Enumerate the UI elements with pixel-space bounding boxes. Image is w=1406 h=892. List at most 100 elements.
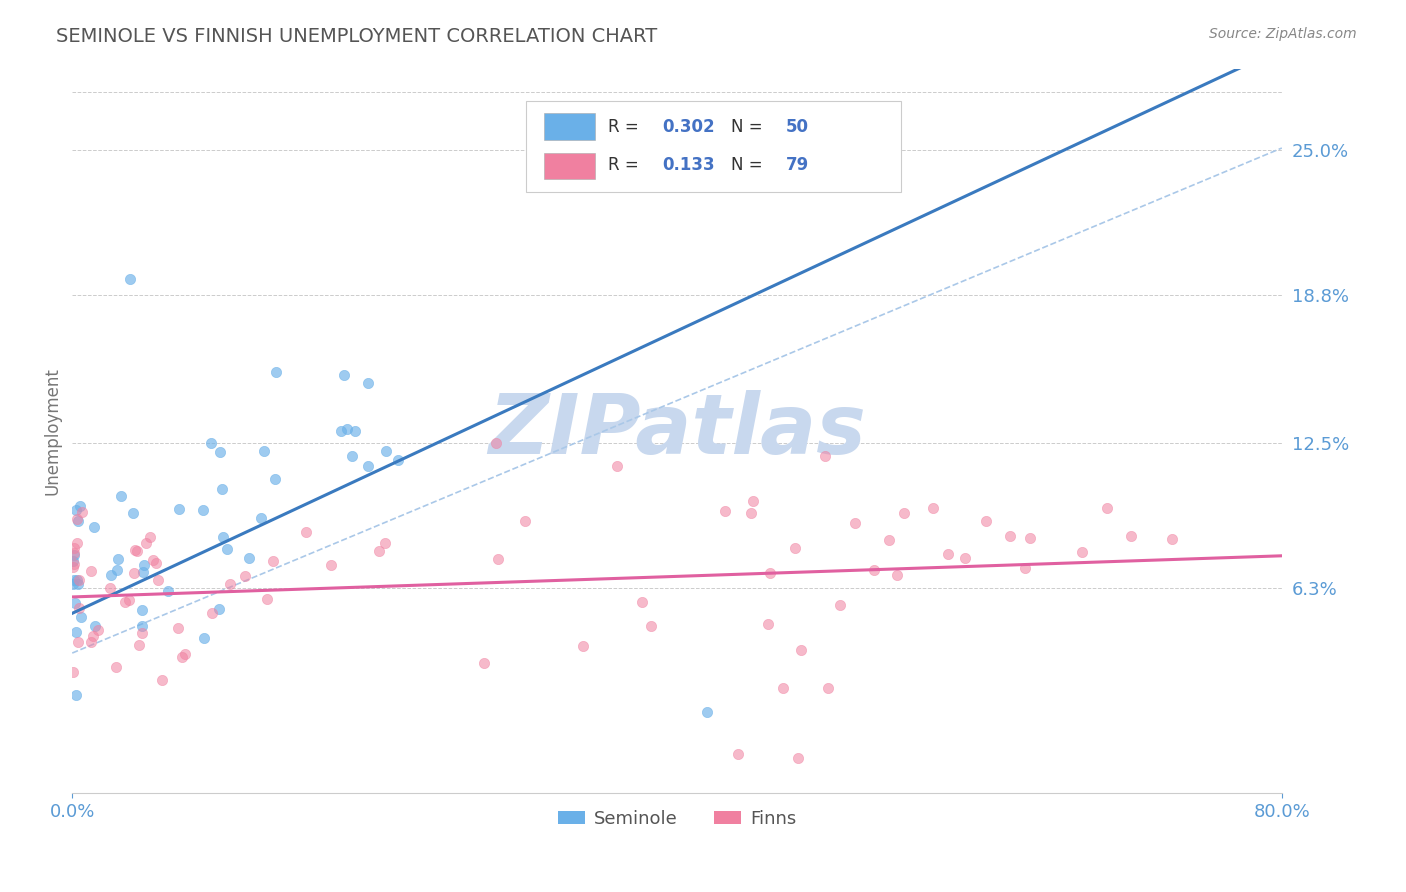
Point bbox=[67, 601, 90, 615]
Text: 0.302: 0.302 bbox=[662, 118, 716, 136]
Point bbox=[640, 619, 662, 633]
Point bbox=[131, 626, 153, 640]
Point bbox=[790, 643, 813, 657]
Point bbox=[62, 554, 84, 568]
Point bbox=[374, 536, 396, 550]
Point bbox=[727, 747, 749, 761]
Point bbox=[146, 573, 169, 587]
FancyBboxPatch shape bbox=[544, 153, 595, 178]
Point bbox=[740, 507, 762, 521]
Text: N =: N = bbox=[731, 118, 768, 136]
Point bbox=[87, 624, 110, 638]
Point bbox=[107, 552, 129, 566]
Point bbox=[571, 640, 593, 654]
Point bbox=[122, 566, 145, 581]
Point bbox=[266, 366, 288, 380]
Text: 0.133: 0.133 bbox=[662, 156, 716, 174]
Point bbox=[606, 458, 628, 473]
Point bbox=[80, 564, 103, 578]
Point bbox=[215, 542, 238, 557]
Point bbox=[98, 581, 121, 595]
Point bbox=[131, 618, 153, 632]
Point bbox=[295, 524, 318, 539]
Point bbox=[772, 681, 794, 695]
Point bbox=[472, 656, 495, 670]
Point bbox=[335, 422, 357, 436]
Point bbox=[329, 424, 352, 438]
Point bbox=[67, 635, 90, 649]
Y-axis label: Unemployment: Unemployment bbox=[44, 367, 60, 495]
Point bbox=[211, 483, 233, 497]
Point bbox=[127, 543, 149, 558]
Text: SEMINOLE VS FINNISH UNEMPLOYMENT CORRELATION CHART: SEMINOLE VS FINNISH UNEMPLOYMENT CORRELA… bbox=[56, 27, 658, 45]
Point bbox=[783, 541, 806, 555]
Point bbox=[131, 603, 153, 617]
Point bbox=[67, 577, 90, 591]
Point bbox=[817, 681, 839, 695]
Point bbox=[65, 535, 87, 549]
Point bbox=[65, 688, 87, 702]
Point bbox=[844, 516, 866, 530]
Point bbox=[1071, 544, 1094, 558]
Point bbox=[63, 541, 86, 555]
Point bbox=[63, 596, 86, 610]
Point bbox=[759, 566, 782, 580]
Point bbox=[212, 529, 235, 543]
Point bbox=[65, 624, 87, 639]
Point bbox=[62, 546, 84, 560]
Point bbox=[953, 551, 976, 566]
Point bbox=[83, 520, 105, 534]
Point bbox=[1095, 500, 1118, 515]
FancyBboxPatch shape bbox=[544, 113, 595, 139]
Point bbox=[922, 501, 945, 516]
Point bbox=[118, 593, 141, 607]
Text: N =: N = bbox=[731, 156, 768, 174]
Point bbox=[82, 629, 104, 643]
Point bbox=[218, 577, 240, 591]
Point bbox=[333, 368, 356, 382]
Point bbox=[62, 559, 84, 574]
Point bbox=[142, 553, 165, 567]
Point bbox=[787, 751, 810, 765]
Point bbox=[1161, 533, 1184, 547]
Point bbox=[863, 564, 886, 578]
Point bbox=[70, 610, 93, 624]
Point bbox=[342, 449, 364, 463]
Text: 50: 50 bbox=[786, 118, 808, 136]
Point bbox=[1014, 561, 1036, 575]
Point bbox=[134, 558, 156, 572]
Point bbox=[713, 504, 735, 518]
Text: 79: 79 bbox=[786, 156, 810, 174]
Point bbox=[193, 631, 215, 645]
Text: Source: ZipAtlas.com: Source: ZipAtlas.com bbox=[1209, 27, 1357, 41]
Point bbox=[132, 565, 155, 579]
Point bbox=[124, 543, 146, 558]
Point bbox=[63, 548, 86, 562]
Point bbox=[135, 535, 157, 549]
Point bbox=[877, 533, 900, 548]
Point bbox=[62, 665, 84, 679]
Point bbox=[63, 573, 86, 587]
Legend: Seminole, Finns: Seminole, Finns bbox=[551, 803, 803, 835]
Point bbox=[65, 503, 87, 517]
Point bbox=[170, 649, 193, 664]
Point bbox=[191, 503, 214, 517]
Point bbox=[167, 621, 190, 635]
Point bbox=[114, 595, 136, 609]
Point bbox=[138, 531, 160, 545]
Point bbox=[66, 514, 89, 528]
Point bbox=[250, 511, 273, 525]
Point bbox=[998, 529, 1021, 543]
Point bbox=[1019, 531, 1042, 545]
Point bbox=[105, 659, 128, 673]
Point bbox=[167, 501, 190, 516]
Point bbox=[174, 647, 197, 661]
Point bbox=[828, 598, 851, 612]
Point bbox=[110, 489, 132, 503]
Point bbox=[118, 272, 141, 286]
Point bbox=[80, 635, 103, 649]
Point bbox=[253, 444, 276, 458]
Point bbox=[374, 443, 396, 458]
Point bbox=[66, 512, 89, 526]
Point bbox=[1119, 529, 1142, 543]
